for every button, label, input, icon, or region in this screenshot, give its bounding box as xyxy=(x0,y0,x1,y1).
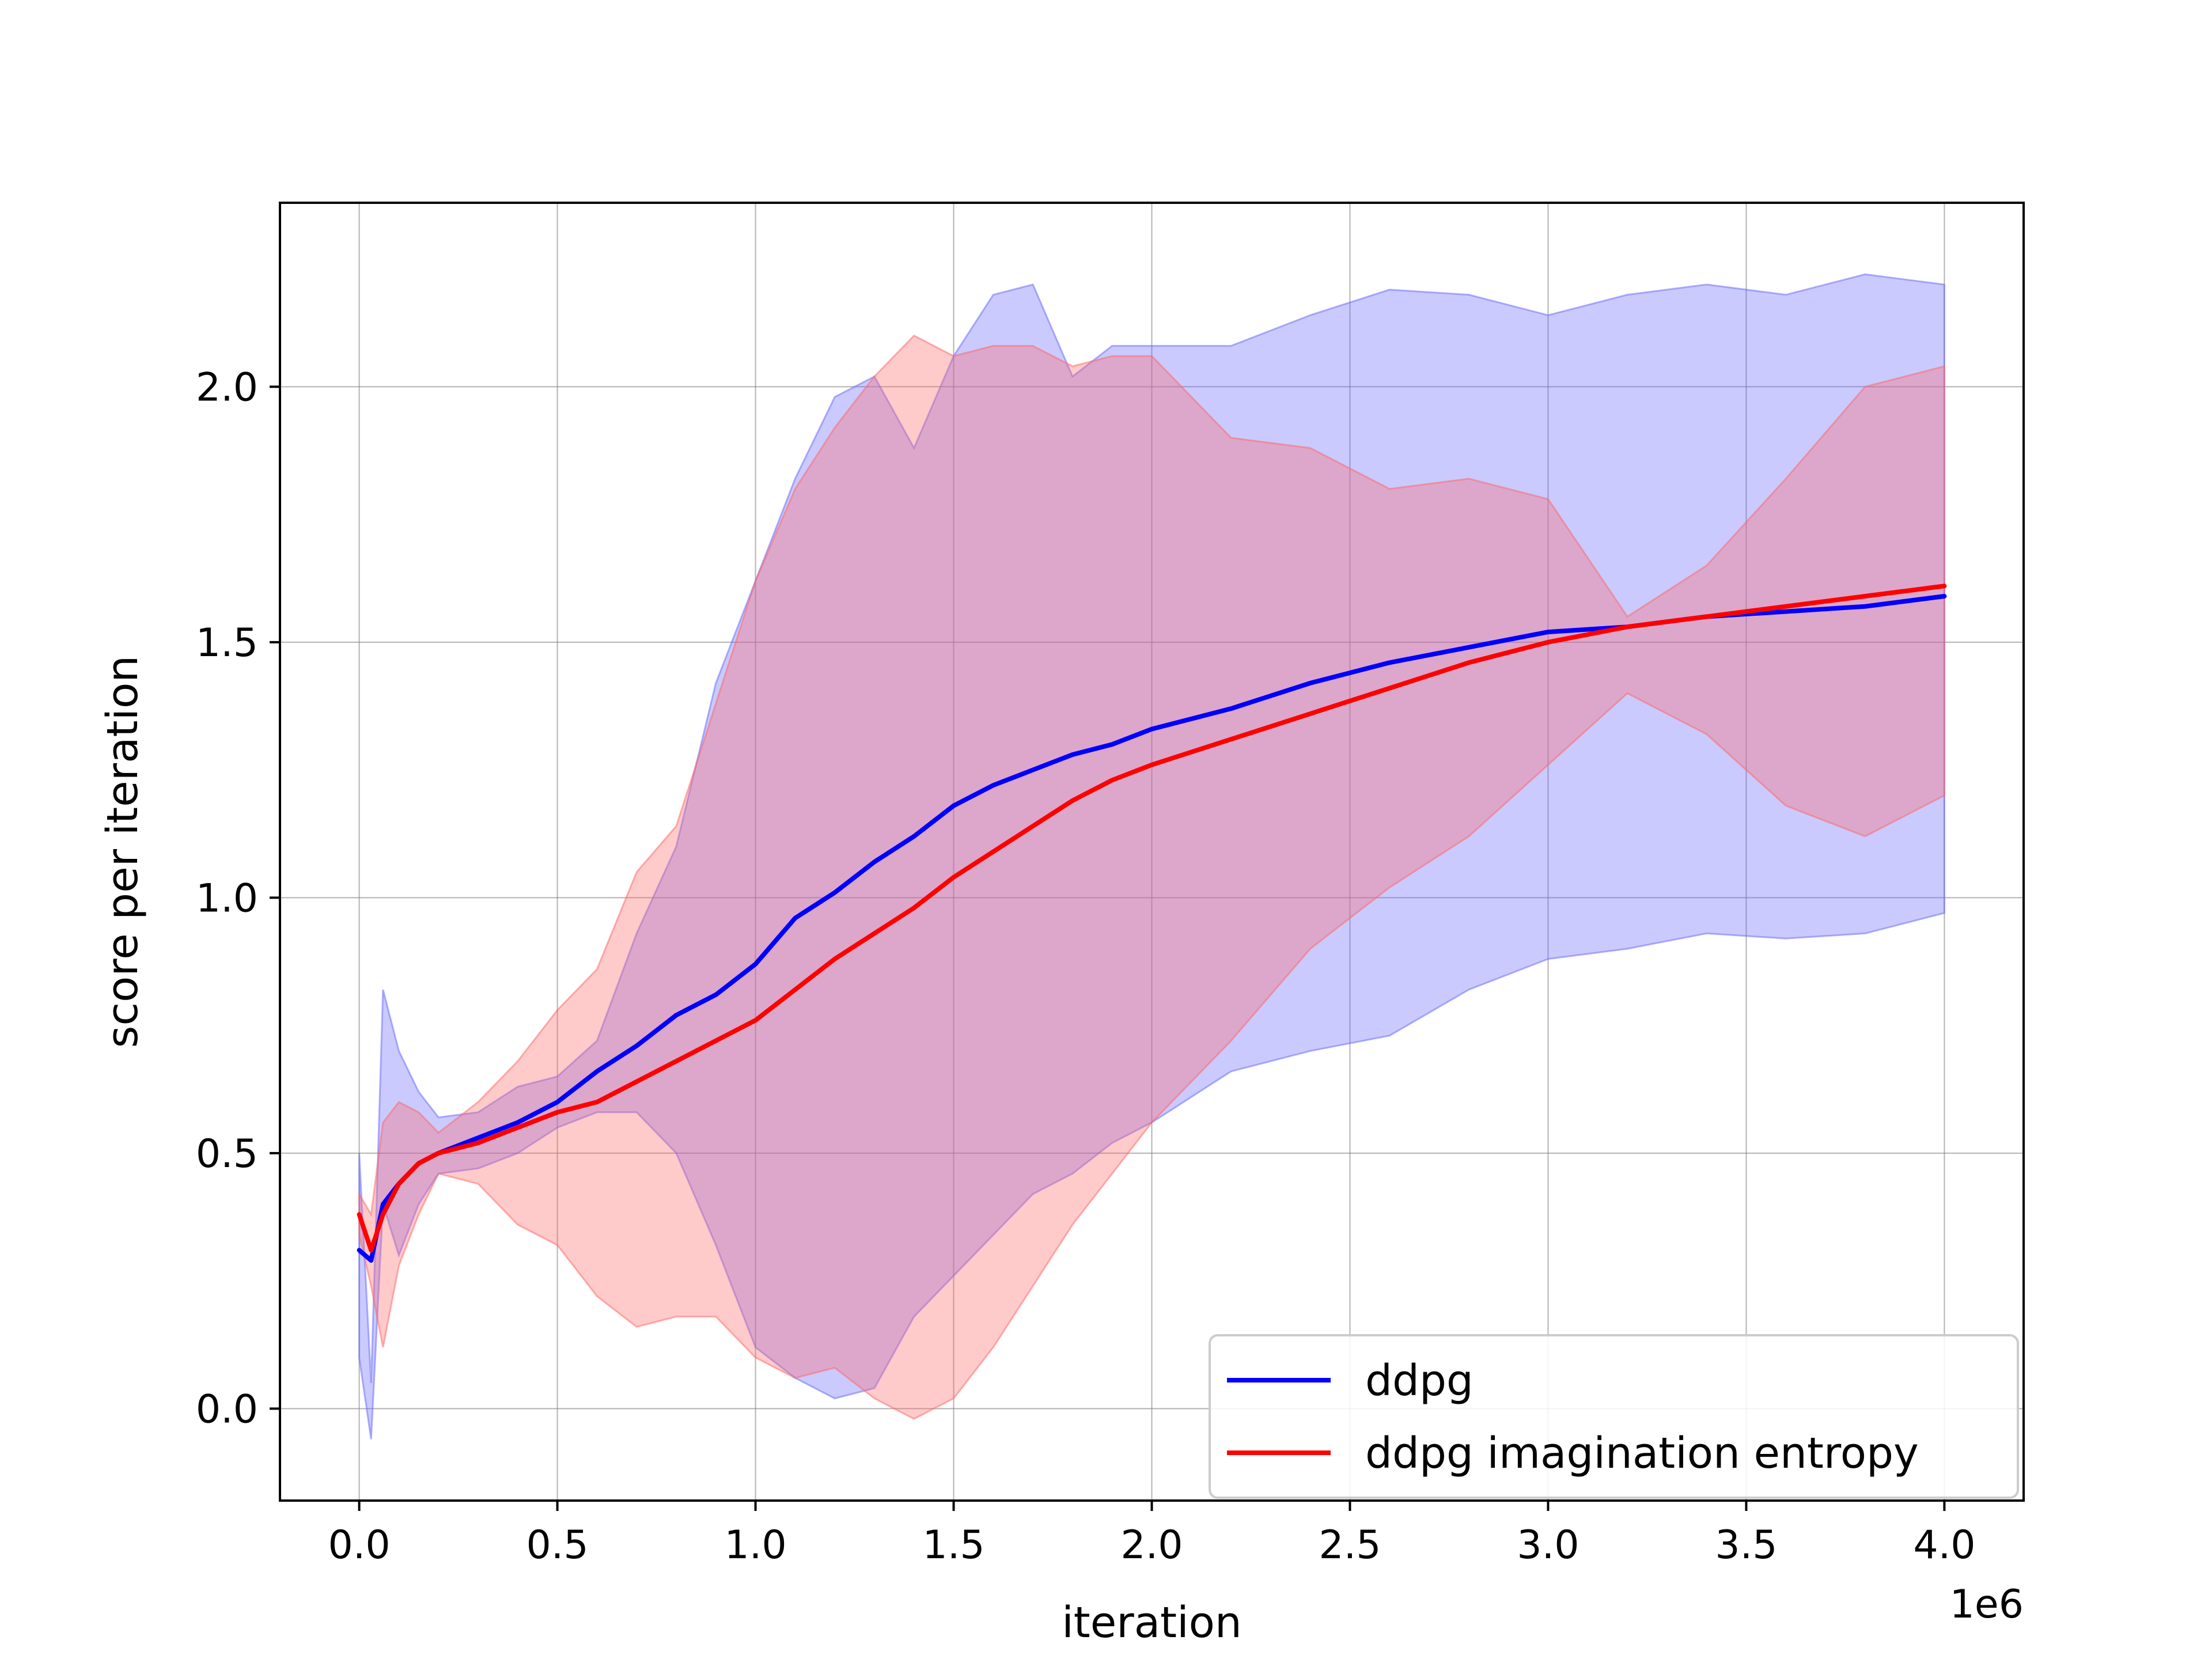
legend-label-1: ddpg imagination entropy xyxy=(1365,1429,1919,1478)
y-axis-label: score per iteration xyxy=(98,656,147,1048)
x-tick-label-6: 3.0 xyxy=(1517,1522,1579,1568)
x-axis-label: iteration xyxy=(1062,1598,1242,1647)
series-line-0 xyxy=(357,593,1947,1263)
x-tick-label-0: 0.0 xyxy=(328,1522,391,1568)
std-band-1 xyxy=(358,334,1945,1420)
series-line-1 xyxy=(357,584,1947,1253)
y-tick-label-1: 0.5 xyxy=(196,1131,258,1177)
x-axis-ticks: 0.0 0.5 1.0 1.5 2.0 2.5 3.0 3.5 4.0 xyxy=(328,1501,1975,1568)
x-tick-label-8: 4.0 xyxy=(1913,1522,1975,1568)
legend-box xyxy=(1209,1334,2019,1499)
std-band-0 xyxy=(358,273,1945,1440)
std-bands xyxy=(358,273,1945,1440)
x-tick-label-4: 2.0 xyxy=(1120,1522,1183,1568)
y-tick-label-0: 0.0 xyxy=(196,1387,258,1432)
x-tick-label-7: 3.5 xyxy=(1715,1522,1777,1568)
y-tick-label-3: 1.5 xyxy=(196,620,258,666)
legend: ddpg ddpg imagination entropy xyxy=(1209,1334,2019,1499)
y-axis-ticks: 0.0 0.5 1.0 1.5 2.0 xyxy=(196,365,280,1432)
x-tick-label-3: 1.5 xyxy=(922,1522,984,1568)
x-tick-label-1: 0.5 xyxy=(526,1522,588,1568)
x-tick-label-5: 2.5 xyxy=(1319,1522,1381,1568)
y-tick-label-4: 2.0 xyxy=(196,365,258,410)
y-tick-label-2: 1.0 xyxy=(196,876,258,921)
legend-label-0: ddpg xyxy=(1365,1356,1474,1406)
x-tick-label-2: 1.0 xyxy=(724,1522,786,1568)
x-axis-offset-label: 1e6 xyxy=(1950,1582,2024,1627)
series-lines xyxy=(357,584,1947,1263)
